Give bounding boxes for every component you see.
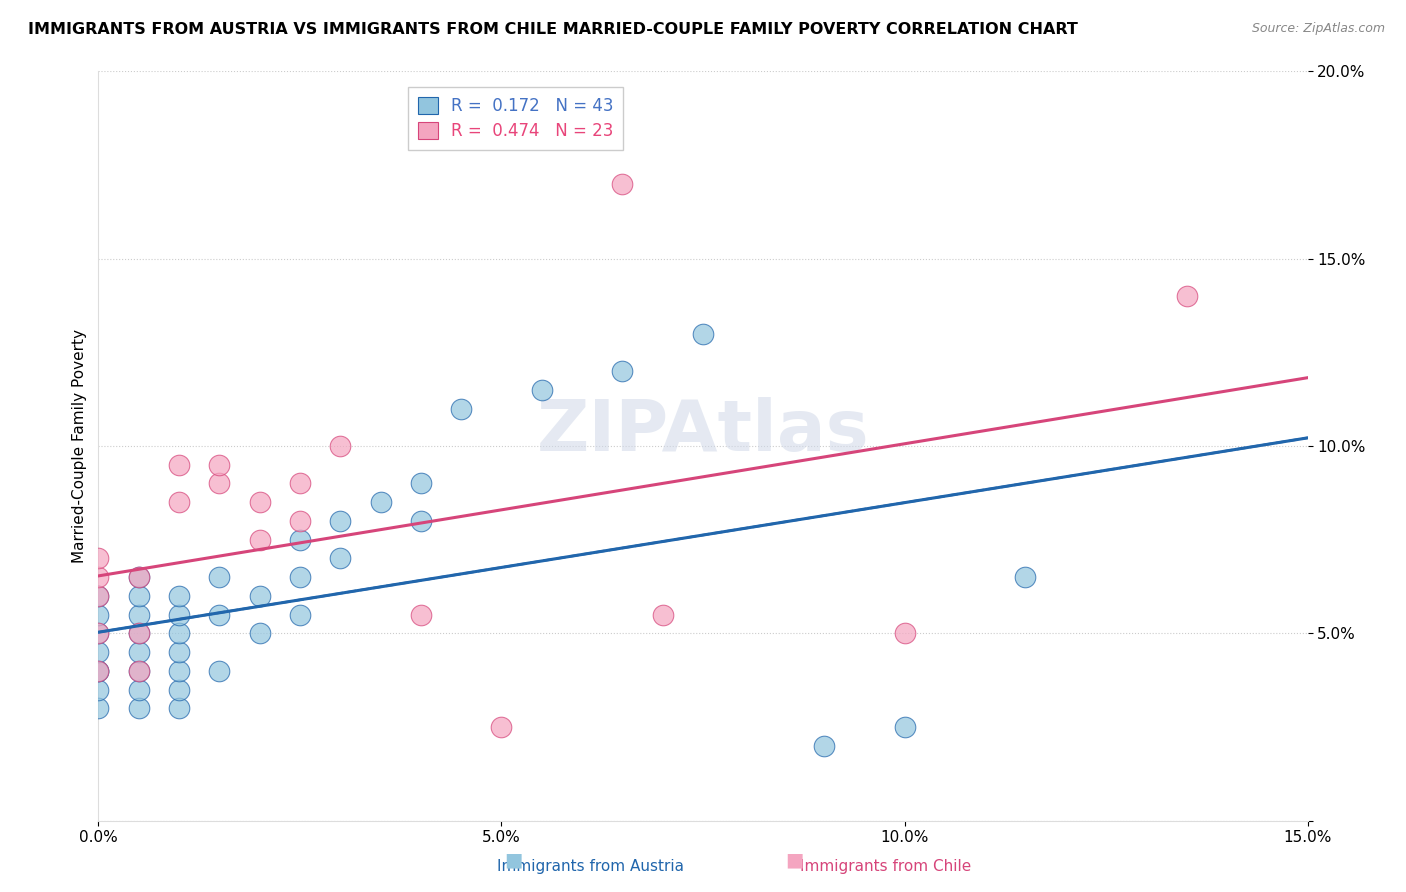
Point <box>87 570 110 584</box>
Point <box>87 645 110 659</box>
Point <box>692 326 714 341</box>
Point <box>208 607 231 622</box>
Point <box>87 551 110 566</box>
Point <box>1175 289 1198 303</box>
Point <box>288 476 311 491</box>
Y-axis label: Married-Couple Family Poverty: Married-Couple Family Poverty <box>72 329 87 563</box>
Text: ■: ■ <box>503 851 523 870</box>
Point <box>329 551 352 566</box>
Point <box>893 626 915 640</box>
Point <box>87 664 110 678</box>
Point <box>651 607 673 622</box>
Point <box>128 589 150 603</box>
Point <box>208 476 231 491</box>
Point <box>167 607 190 622</box>
Point <box>167 701 190 715</box>
Point <box>450 401 472 416</box>
Point <box>813 739 835 753</box>
Point <box>208 458 231 472</box>
Point <box>167 626 190 640</box>
Point <box>87 607 110 622</box>
Text: IMMIGRANTS FROM AUSTRIA VS IMMIGRANTS FROM CHILE MARRIED-COUPLE FAMILY POVERTY C: IMMIGRANTS FROM AUSTRIA VS IMMIGRANTS FR… <box>28 22 1078 37</box>
Point <box>288 607 311 622</box>
Point <box>128 645 150 659</box>
Point <box>167 458 190 472</box>
Point <box>249 495 271 509</box>
Point <box>409 476 432 491</box>
Point <box>409 514 432 528</box>
Point <box>167 495 190 509</box>
Point <box>128 626 150 640</box>
Point <box>288 514 311 528</box>
Point <box>288 533 311 547</box>
Point <box>530 383 553 397</box>
Text: ZIPAtlas: ZIPAtlas <box>537 397 869 466</box>
Point <box>128 570 150 584</box>
Text: Source: ZipAtlas.com: Source: ZipAtlas.com <box>1251 22 1385 36</box>
Point <box>87 682 110 697</box>
Point <box>87 589 110 603</box>
Point <box>612 364 634 378</box>
Point <box>208 570 231 584</box>
Point <box>329 514 352 528</box>
Point <box>87 701 110 715</box>
Point <box>128 607 150 622</box>
Point <box>249 533 271 547</box>
Point <box>249 589 271 603</box>
Point <box>128 682 150 697</box>
Point <box>87 664 110 678</box>
Point <box>128 664 150 678</box>
Point <box>128 664 150 678</box>
Point <box>128 626 150 640</box>
Point <box>288 570 311 584</box>
Point <box>87 626 110 640</box>
Point <box>329 439 352 453</box>
Point <box>893 720 915 734</box>
Point <box>167 645 190 659</box>
Point <box>128 570 150 584</box>
Point <box>87 664 110 678</box>
Point <box>1014 570 1036 584</box>
Point <box>167 589 190 603</box>
Point <box>87 589 110 603</box>
Point <box>87 626 110 640</box>
Text: ■: ■ <box>785 851 804 870</box>
Text: Immigrants from Chile: Immigrants from Chile <box>800 859 972 874</box>
Point <box>128 701 150 715</box>
Point <box>491 720 513 734</box>
Point <box>612 177 634 191</box>
Point <box>167 682 190 697</box>
Point <box>409 607 432 622</box>
Point <box>208 664 231 678</box>
Point <box>370 495 392 509</box>
Text: Immigrants from Austria: Immigrants from Austria <box>496 859 685 874</box>
Legend: R =  0.172   N = 43, R =  0.474   N = 23: R = 0.172 N = 43, R = 0.474 N = 23 <box>408 87 623 150</box>
Point <box>167 664 190 678</box>
Point <box>249 626 271 640</box>
